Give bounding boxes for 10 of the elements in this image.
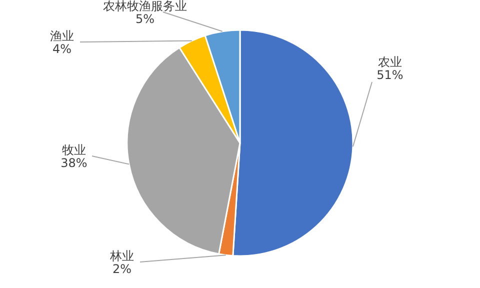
slice-label: 农林牧渔服务业 <box>103 0 187 13</box>
data-label: 38% <box>60 156 88 170</box>
data-label: 5% <box>135 12 155 26</box>
slice-label: 渔业 <box>50 29 74 43</box>
slice-label: 农业 <box>378 55 402 69</box>
data-label: 2% <box>112 262 132 276</box>
slice-label: 牧业 <box>62 143 86 157</box>
slice-label: 林业 <box>109 249 134 263</box>
data-label: 51% <box>376 68 404 82</box>
data-label: 4% <box>52 42 72 56</box>
